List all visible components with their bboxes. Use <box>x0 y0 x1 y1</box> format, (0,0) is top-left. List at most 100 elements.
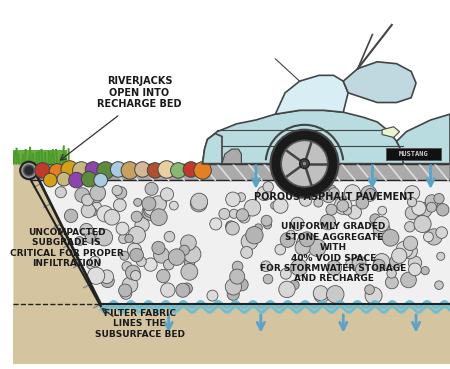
Circle shape <box>134 199 142 206</box>
Circle shape <box>244 200 261 216</box>
Circle shape <box>425 195 438 208</box>
Circle shape <box>238 211 250 223</box>
Circle shape <box>183 162 199 177</box>
Circle shape <box>135 162 150 177</box>
Circle shape <box>343 207 351 215</box>
Circle shape <box>402 244 418 259</box>
Circle shape <box>405 221 415 232</box>
Circle shape <box>184 258 195 268</box>
Circle shape <box>385 276 398 289</box>
Circle shape <box>44 173 57 187</box>
Circle shape <box>275 244 286 255</box>
Circle shape <box>261 261 271 272</box>
Circle shape <box>120 288 132 299</box>
Circle shape <box>97 206 113 222</box>
Circle shape <box>280 268 291 279</box>
Circle shape <box>64 209 78 223</box>
Circle shape <box>144 204 157 217</box>
Circle shape <box>92 202 102 212</box>
Circle shape <box>88 267 105 284</box>
Circle shape <box>125 234 133 243</box>
Text: RIVERJACKS
OPEN INTO
RECHARGE BED: RIVERJACKS OPEN INTO RECHARGE BED <box>97 76 182 110</box>
Circle shape <box>100 270 113 283</box>
Circle shape <box>101 274 114 287</box>
Circle shape <box>75 237 84 245</box>
Circle shape <box>176 283 190 297</box>
Circle shape <box>320 214 336 230</box>
Circle shape <box>287 230 295 239</box>
Circle shape <box>409 263 421 276</box>
Circle shape <box>150 196 166 212</box>
Circle shape <box>23 165 34 176</box>
Circle shape <box>434 193 444 204</box>
Circle shape <box>396 241 413 258</box>
Circle shape <box>436 204 449 216</box>
Polygon shape <box>31 180 450 304</box>
Circle shape <box>142 203 160 220</box>
Circle shape <box>382 230 399 246</box>
Circle shape <box>181 283 193 294</box>
Circle shape <box>309 239 326 256</box>
Circle shape <box>289 280 299 290</box>
Circle shape <box>120 251 129 260</box>
Circle shape <box>334 197 352 214</box>
Circle shape <box>300 159 309 169</box>
Polygon shape <box>14 304 450 363</box>
Circle shape <box>81 204 95 218</box>
Circle shape <box>237 193 246 202</box>
Circle shape <box>163 259 174 270</box>
Polygon shape <box>222 149 241 163</box>
Circle shape <box>373 259 385 272</box>
Circle shape <box>327 261 342 275</box>
Circle shape <box>81 194 94 206</box>
Circle shape <box>352 256 366 270</box>
Circle shape <box>264 221 271 229</box>
Circle shape <box>408 256 422 270</box>
Circle shape <box>423 232 433 242</box>
Circle shape <box>364 285 374 294</box>
Circle shape <box>210 218 222 230</box>
Circle shape <box>261 215 272 226</box>
Circle shape <box>153 247 169 263</box>
Circle shape <box>329 188 339 198</box>
Circle shape <box>110 162 126 177</box>
Polygon shape <box>343 62 416 103</box>
Circle shape <box>291 259 307 276</box>
Circle shape <box>130 270 141 281</box>
Circle shape <box>412 201 426 215</box>
Polygon shape <box>14 180 450 363</box>
Circle shape <box>279 281 295 298</box>
Circle shape <box>300 232 315 247</box>
Circle shape <box>150 209 167 225</box>
Circle shape <box>225 279 242 295</box>
Circle shape <box>374 254 390 270</box>
Circle shape <box>348 205 361 219</box>
Circle shape <box>417 202 432 218</box>
Circle shape <box>236 279 248 291</box>
Circle shape <box>257 186 272 201</box>
Polygon shape <box>31 163 450 180</box>
Circle shape <box>291 217 304 230</box>
Circle shape <box>226 192 240 207</box>
FancyBboxPatch shape <box>386 148 441 160</box>
Circle shape <box>119 234 128 244</box>
Circle shape <box>405 206 418 220</box>
Circle shape <box>390 255 402 268</box>
Circle shape <box>130 248 144 262</box>
Circle shape <box>158 161 176 178</box>
Circle shape <box>387 269 396 278</box>
Circle shape <box>374 221 390 238</box>
Circle shape <box>69 172 84 188</box>
Circle shape <box>365 287 382 304</box>
Circle shape <box>104 210 120 225</box>
Text: FILTER FABRIC
LINES THE
SUBSURFACE BED: FILTER FABRIC LINES THE SUBSURFACE BED <box>94 309 184 339</box>
Circle shape <box>89 192 99 201</box>
Circle shape <box>374 217 389 231</box>
Circle shape <box>356 196 369 209</box>
Circle shape <box>270 130 338 197</box>
Circle shape <box>376 227 384 235</box>
Circle shape <box>80 223 93 237</box>
Circle shape <box>90 190 103 203</box>
Circle shape <box>297 235 314 252</box>
Circle shape <box>113 199 126 211</box>
